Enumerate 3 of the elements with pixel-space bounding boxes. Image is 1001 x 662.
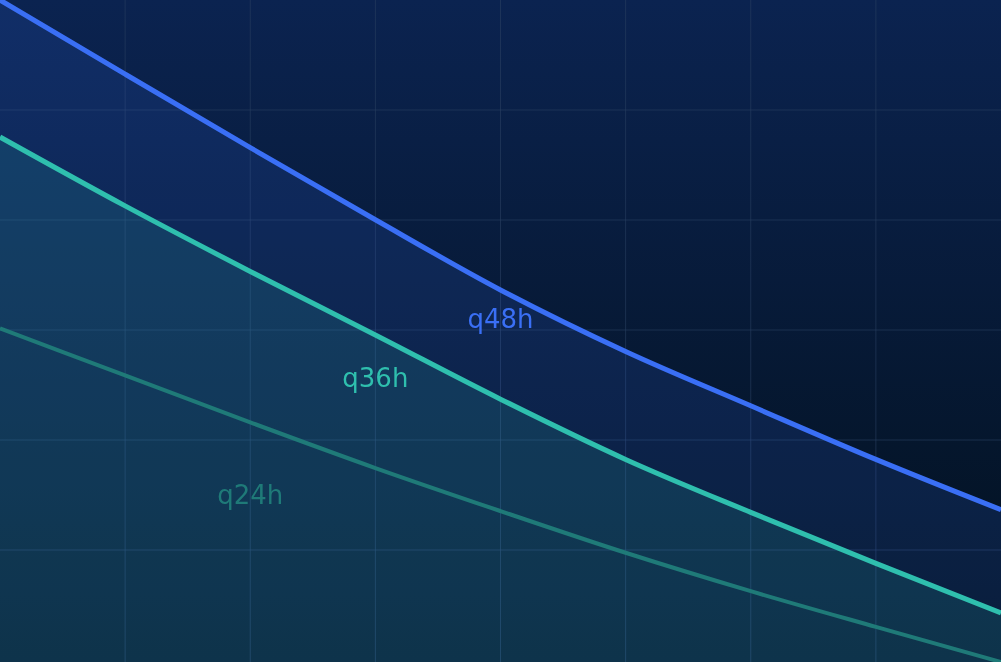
- series-label: q36h: [342, 362, 409, 393]
- series-label: q48h: [467, 303, 534, 334]
- series-label: q24h: [217, 480, 284, 511]
